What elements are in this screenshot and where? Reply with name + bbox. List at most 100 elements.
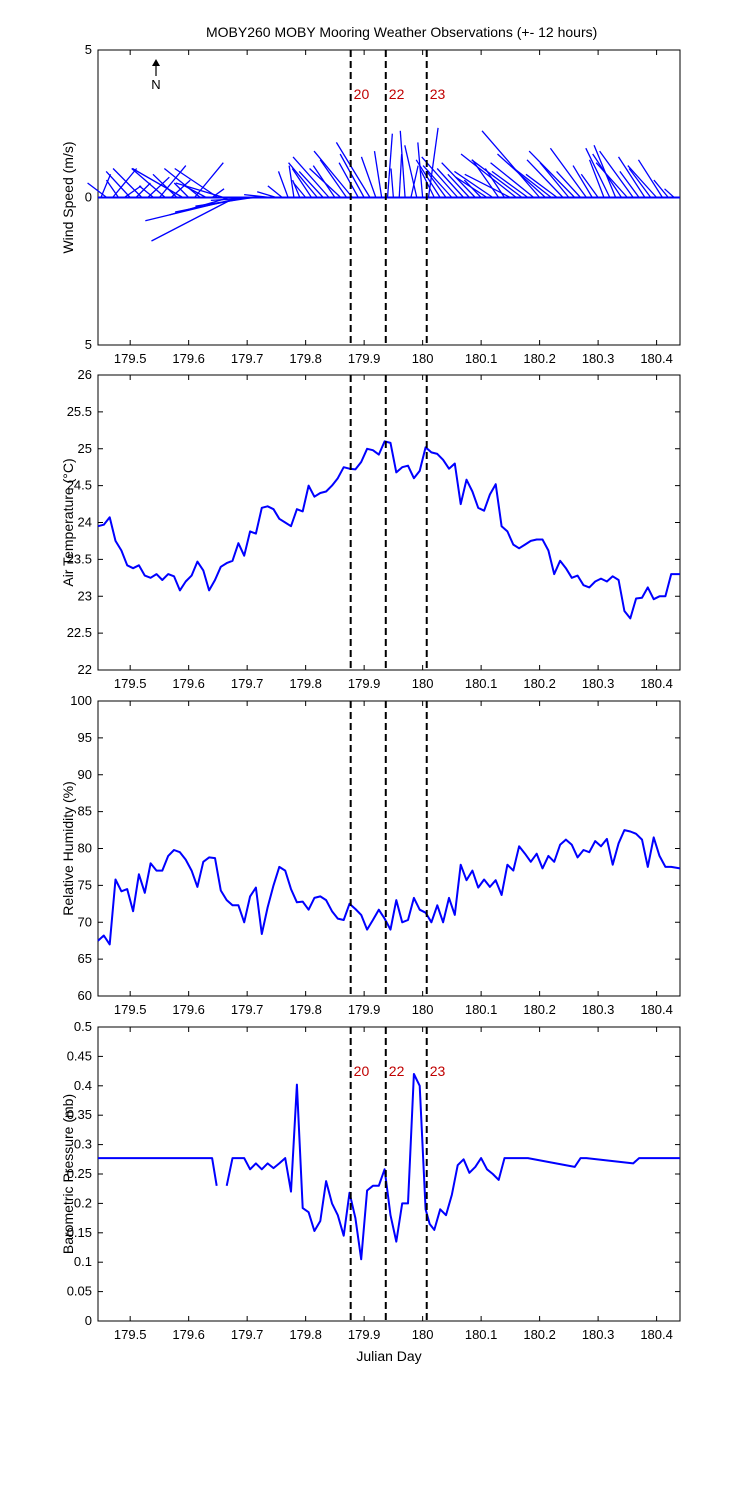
wind-vector — [138, 185, 154, 199]
x-tick-label: 179.6 — [172, 676, 205, 691]
wind-vector — [105, 179, 120, 198]
x-tick-label: 179.5 — [114, 351, 147, 366]
y-tick-label: 22 — [78, 662, 92, 677]
wind-vector — [386, 133, 393, 198]
y-tick-label: 0.1 — [74, 1254, 92, 1269]
y-tick-label: 80 — [78, 841, 92, 856]
wind-vector — [404, 145, 418, 198]
x-tick-label: 179.8 — [289, 351, 322, 366]
y-tick-label: 0 — [85, 190, 92, 205]
wind-vector — [526, 159, 564, 198]
wind-vector — [653, 179, 669, 198]
wind-vector — [627, 165, 658, 198]
x-tick-label: 179.7 — [231, 676, 264, 691]
wind-vector — [422, 165, 453, 198]
wind-vector — [585, 147, 611, 198]
x-tick-label: 179.5 — [114, 676, 147, 691]
plot-frame-air_temperature — [97, 374, 681, 671]
series-line-air_temperature — [97, 440, 680, 620]
wind-vector — [481, 130, 541, 198]
wind-vector — [664, 188, 675, 198]
wind-vector — [373, 151, 383, 198]
x-tick-label: 179.8 — [289, 1002, 322, 1017]
wind-vector — [447, 173, 470, 198]
y-tick-label: 60 — [78, 988, 92, 1003]
x-tick-label: 179.5 — [114, 1002, 147, 1017]
x-tick-label: 180.3 — [582, 351, 615, 366]
y-tick-label: 0.3 — [74, 1137, 92, 1152]
wind-vector — [490, 162, 535, 199]
x-tick-label: 179.9 — [348, 676, 381, 691]
y-tick-label: 95 — [78, 730, 92, 745]
y-tick-label: 90 — [78, 767, 92, 782]
x-tick-label: 180.3 — [582, 1002, 615, 1017]
wind-vector — [572, 165, 593, 198]
wind-vector — [319, 159, 348, 198]
wind-vector — [175, 182, 224, 199]
y-axis-label: Barometric Pressure (mb) — [60, 1094, 76, 1254]
x-tick-label: 180.1 — [465, 351, 498, 366]
y-tick-label: 0.15 — [67, 1225, 92, 1240]
marker-label: 22 — [389, 86, 405, 102]
x-tick-label: 179.5 — [114, 1327, 147, 1342]
y-tick-label: 23.5 — [67, 551, 92, 566]
wind-vector — [293, 182, 307, 198]
x-tick-label: 180.1 — [465, 1327, 498, 1342]
series-line-barometric_pressure — [98, 1157, 218, 1186]
wind-vector — [491, 170, 529, 199]
y-tick-label: 5 — [85, 337, 92, 352]
y-tick-label: 75 — [78, 877, 92, 892]
y-axis-label: Air Temperature (°C) — [60, 458, 76, 586]
x-tick-label: 180.4 — [640, 1327, 673, 1342]
figure-title: MOBY260 MOBY Mooring Weather Observation… — [206, 24, 598, 40]
wind-vector — [87, 182, 108, 199]
wind-vector — [580, 173, 599, 198]
plot-frame-relative_humidity — [97, 700, 681, 997]
wind-vector — [174, 167, 219, 199]
x-tick-label: 180.2 — [523, 1002, 556, 1017]
wind-vector — [595, 162, 628, 198]
y-tick-label: 22.5 — [67, 625, 92, 640]
wind-vector — [131, 168, 166, 198]
wind-vector — [112, 168, 138, 198]
wind-vector — [460, 153, 517, 199]
wind-vector — [105, 170, 131, 198]
y-tick-label: 26 — [78, 367, 92, 382]
y-tick-label: 0.5 — [74, 1019, 92, 1034]
wind-vector — [588, 159, 605, 198]
wind-vector — [528, 150, 576, 198]
x-tick-label: 179.8 — [289, 676, 322, 691]
wind-vector — [211, 188, 225, 199]
y-tick-label: 0.4 — [74, 1078, 92, 1093]
wind-vector — [549, 147, 587, 198]
wind-vector — [309, 168, 342, 198]
wind-vector — [426, 171, 447, 198]
wind-vector — [510, 165, 552, 199]
wind-vector — [244, 193, 271, 199]
wind-vector — [360, 156, 377, 198]
wind-vector — [556, 170, 582, 198]
wind-vector — [291, 168, 313, 198]
x-tick-label: 180 — [412, 1327, 434, 1342]
x-tick-label: 179.7 — [231, 1327, 264, 1342]
wind-vector — [390, 168, 395, 198]
wind-vector — [112, 168, 143, 198]
x-axis-label: Julian Day — [356, 1348, 421, 1364]
wind-vector — [135, 182, 151, 198]
wind-vector — [628, 168, 652, 198]
wind-vector — [298, 170, 324, 198]
wind-vector — [398, 153, 403, 198]
x-tick-label: 179.9 — [348, 351, 381, 366]
x-tick-label: 179.7 — [231, 351, 264, 366]
wind-vector — [464, 173, 511, 199]
x-tick-label: 179.6 — [172, 1002, 205, 1017]
wind-vector — [441, 162, 476, 198]
y-tick-label: 0.45 — [67, 1048, 92, 1063]
wind-vector — [173, 182, 190, 198]
wind-vector — [471, 159, 523, 199]
wind-vector — [619, 171, 640, 198]
y-tick-label: 5 — [85, 42, 92, 57]
wind-vector — [427, 127, 439, 198]
y-axis-label: Wind Speed (m/s) — [60, 141, 76, 253]
plot-frame-barometric_pressure — [97, 1026, 681, 1322]
